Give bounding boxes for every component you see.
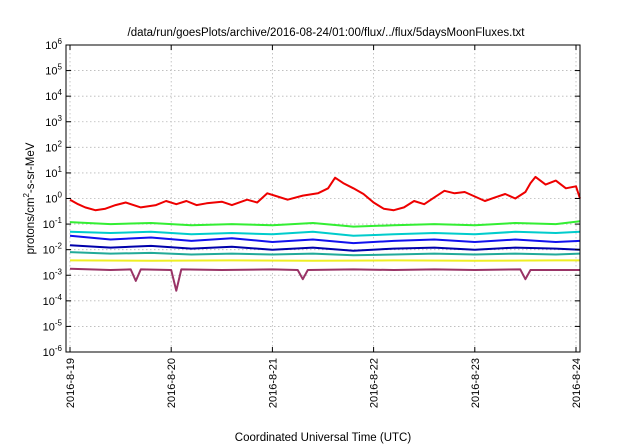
y-tick-label: 103 bbox=[45, 114, 62, 129]
x-tick-label: 2016-8-22 bbox=[369, 358, 381, 408]
y-axis: 106 105 104 103 102 101 100 10-1 10-2 10-3 10-4 10-… bbox=[43, 37, 580, 359]
series-line-2 bbox=[69, 220, 581, 228]
y-tick-label: 104 bbox=[45, 88, 62, 103]
series-line-3 bbox=[69, 230, 581, 237]
y-axis-label: protons/cm2-s-sr-MeV bbox=[22, 142, 37, 254]
y-tick-label: 105 bbox=[45, 63, 62, 78]
series-line-8 bbox=[69, 267, 580, 292]
x-axis: 2016-8-19 2016-8-20 2016-8-21 2016-8-22 2016… bbox=[65, 45, 583, 408]
y-axis-label-main: protons/cm bbox=[25, 198, 37, 255]
series-layer bbox=[69, 175, 581, 292]
x-axis-label: Coordinated Universal Time (UTC) bbox=[235, 432, 412, 444]
series-line-1 bbox=[69, 175, 581, 212]
y-tick-label: 10-2 bbox=[43, 242, 63, 257]
series-line-5 bbox=[69, 244, 581, 252]
chart-title: /data/run/goesPlots/archive/2016-08-24/0… bbox=[128, 27, 526, 39]
x-tick-label: 2016-8-20 bbox=[166, 358, 178, 408]
y-tick-label: 10-4 bbox=[43, 293, 63, 308]
y-tick-label: 106 bbox=[45, 37, 62, 52]
series-line-4 bbox=[69, 234, 581, 245]
y-tick-label: 10-5 bbox=[43, 318, 63, 333]
y-axis-label-sup: 2 bbox=[22, 193, 31, 198]
y-tick-label: 10-3 bbox=[43, 267, 63, 282]
series-line-6 bbox=[69, 251, 581, 257]
grid bbox=[66, 45, 580, 352]
x-tick-label: 2016-8-23 bbox=[470, 358, 482, 408]
y-tick-label: 10-1 bbox=[43, 216, 63, 231]
y-tick-label: 100 bbox=[45, 191, 62, 206]
y-tick-label: 101 bbox=[45, 165, 62, 180]
y-tick-label: 10-6 bbox=[43, 344, 63, 359]
y-axis-label-rest: -s-sr-MeV bbox=[25, 142, 37, 193]
x-tick-label: 2016-8-21 bbox=[267, 358, 279, 408]
x-tick-label: 2016-8-19 bbox=[65, 358, 77, 408]
y-tick-label: 102 bbox=[45, 139, 62, 154]
x-tick-label: 2016-8-24 bbox=[571, 358, 583, 408]
